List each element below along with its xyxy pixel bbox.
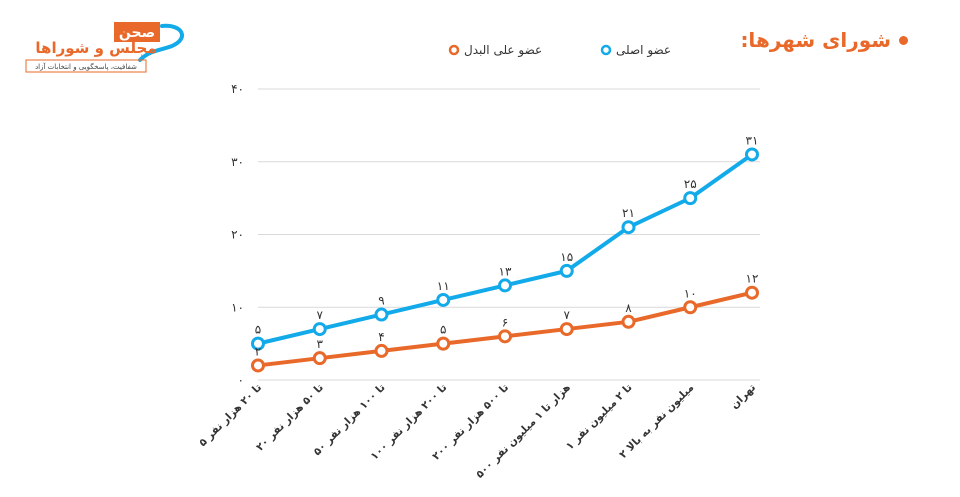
data-label: ۱۵ [560, 250, 573, 264]
y-tick-label: ۴۰ [231, 82, 244, 96]
y-tick-label: ۳۰ [231, 155, 244, 169]
data-point [436, 336, 451, 351]
data-label: ۷ [317, 308, 324, 322]
data-label: ۱۰ [684, 286, 697, 300]
legend-label: عضو اصلی [616, 43, 671, 58]
data-point [251, 336, 265, 351]
chart-legend: عضو اصلی عضو علی البدل [448, 43, 671, 58]
data-label: ۳ [317, 337, 324, 351]
data-label: ۲۱ [622, 206, 635, 220]
logo-swoosh [138, 23, 184, 62]
page-title: شورای شهرها: [740, 28, 891, 52]
data-point [559, 263, 574, 278]
x-tick-label: ۵ تا ۲۰ هزار نفر [197, 382, 264, 449]
data-point [498, 278, 512, 293]
logo-tagline-box [25, 59, 147, 73]
logo-tagline: شفافیت، پاسخگویی و انتخابات آزاد [35, 62, 137, 71]
data-label: ۱۱ [437, 279, 450, 293]
data-label: ۵ [255, 323, 261, 337]
data-label: ۷ [564, 308, 571, 322]
data-label: ۴ [378, 330, 384, 344]
logo-brand-box [114, 22, 160, 42]
y-tick-label: ۰ [238, 373, 244, 387]
data-point [312, 322, 327, 337]
data-point [621, 220, 636, 235]
data-point [621, 314, 636, 329]
data-point [745, 285, 759, 300]
page-title-block: شورای شهرها: [740, 28, 908, 52]
logo-name: مجلس و شوراها [35, 39, 156, 57]
y-axis: ۰ ۱۰ ۲۰ ۳۰ ۴۰ [231, 82, 244, 387]
data-label: ۱۳ [499, 264, 512, 278]
y-tick-label: ۲۰ [231, 228, 244, 242]
data-point [559, 322, 574, 337]
logo-graphic: صحن مجلس و شوراها شفافیت، پاسخگویی و انت… [25, 22, 184, 73]
data-point [498, 329, 512, 344]
x-tick-label: تهران [728, 382, 758, 412]
data-point [312, 351, 327, 366]
title-bullet-icon [899, 35, 908, 45]
x-tick-label: ۱ تا ۲ میلیون نفر [564, 382, 635, 453]
y-tick-label: ۱۰ [231, 300, 244, 314]
data-label: ۹ [378, 294, 384, 308]
logo: صحن مجلس و شوراها شفافیت، پاسخگویی و انت… [22, 20, 192, 78]
data-point [683, 191, 698, 206]
legend-marker [448, 44, 460, 56]
data-label: ۲ [255, 344, 261, 358]
legend-label: عضو علی البدل [464, 43, 542, 58]
data-point [436, 292, 451, 307]
chart-grid [258, 88, 760, 381]
data-label: ۳۱ [746, 133, 759, 147]
data-point [745, 147, 759, 162]
data-label: ۸ [625, 301, 632, 315]
x-tick-label: ۲۰ تا ۵۰ هزار نفر [254, 382, 326, 454]
data-label: ۶ [502, 315, 508, 329]
data-point [251, 358, 265, 373]
data-label: ۱۲ [746, 272, 759, 286]
data-label: ۵ [440, 323, 446, 337]
data-point [683, 300, 698, 315]
data-point [374, 307, 389, 322]
data-point [374, 343, 389, 358]
logo-brand: صحن [119, 25, 155, 41]
chart-series: ۵ ۷ ۹ ۱۱ ۱۳ ۱۵ ۲۱ ۲۵ ۳۱ ۲ ۳ ۴ ۵ ۶ ۷ ۸ ۱۰ ۱۲ [251, 133, 759, 373]
legend-marker [600, 44, 612, 56]
data-label: ۲۵ [684, 177, 697, 191]
